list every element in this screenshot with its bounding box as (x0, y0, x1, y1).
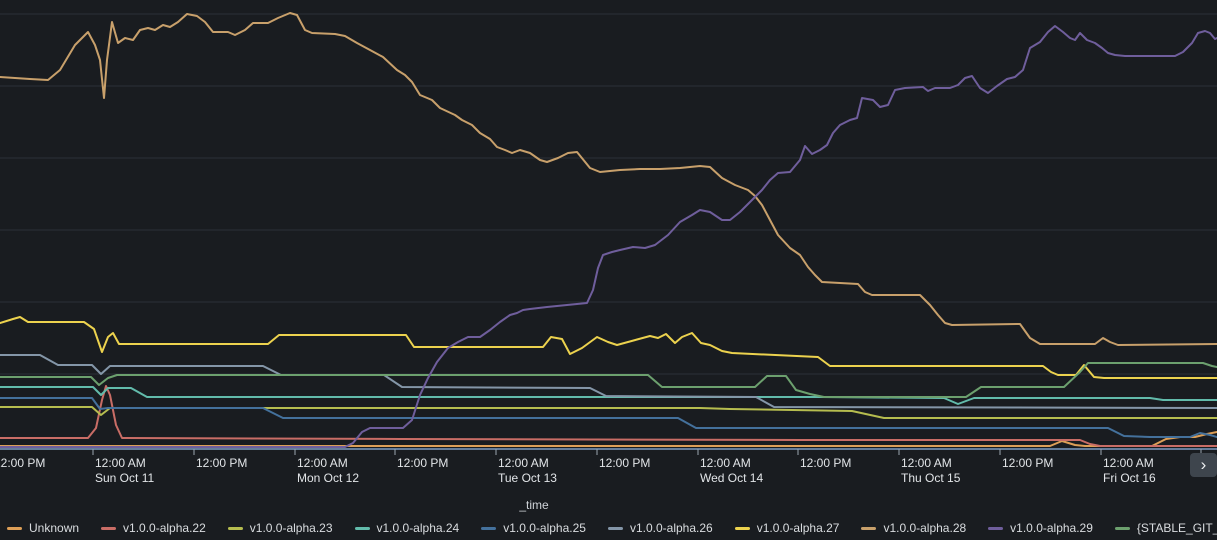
x-axis-tick-label: 12:00 AM Mon Oct 12 (297, 456, 360, 485)
chevron-right-icon: › (1200, 455, 1207, 474)
x-axis-tick-label: 12:00 AM Fri Oct 16 (1103, 456, 1156, 485)
legend-label: v1.0.0-alpha.22 (123, 521, 206, 535)
legend-item-Unknown[interactable]: Unknown (7, 521, 79, 535)
legend-label: v1.0.0-alpha.27 (756, 521, 840, 535)
legend-swatch-icon (354, 526, 370, 530)
legend-label: {STABLE_GIT_TAG} (1136, 521, 1217, 535)
legend-item-v1.0.0-alpha.27[interactable]: v1.0.0-alpha.27 (734, 521, 840, 535)
line-chart-plot-area[interactable] (0, 0, 1217, 462)
legend-item-v1.0.0-alpha.23[interactable]: v1.0.0-alpha.23 (227, 521, 333, 535)
legend-label: v1.0.0-alpha.26 (629, 521, 713, 535)
legend-label: Unknown (29, 521, 80, 535)
legend-swatch-icon (734, 526, 750, 530)
chart-legend: Unknown v1.0.0-alpha.22 v1.0.0-alpha.23 v1.… (7, 521, 1217, 535)
series-line-v1.0.0-alpha.23 (0, 406, 1217, 419)
x-axis-tick-label: 12:00 AM Thu Oct 15 (901, 456, 961, 485)
series-line-v1.0.0-alpha.26 (0, 354, 1217, 409)
series-line-v1.0.0-alpha.28 (0, 12, 1217, 346)
x-axis-tick-label: 12:00 PM (397, 456, 449, 470)
legend-swatch-icon (7, 526, 22, 530)
legend-label: v1.0.0-alpha.23 (249, 521, 333, 535)
x-axis-tick-label: 12:00 AM Tue Oct 13 (498, 456, 557, 485)
legend-swatch-icon (1114, 526, 1130, 530)
legend-item-v1.0.0-alpha.26[interactable]: v1.0.0-alpha.26 (607, 521, 713, 535)
legend-swatch-icon (101, 526, 117, 530)
x-axis-tick-label: 12:00 PM (196, 456, 248, 470)
legend-label: v1.0.0-alpha.29 (1010, 521, 1093, 535)
legend-item-v1.0.0-alpha.24[interactable]: v1.0.0-alpha.24 (354, 521, 460, 535)
x-axis-tick-label: 12:00 PM (599, 456, 651, 470)
legend-swatch-icon (481, 526, 497, 530)
legend-label: v1.0.0-alpha.25 (503, 521, 586, 535)
next-page-button[interactable]: › (1190, 453, 1217, 477)
series-line-v1.0.0-alpha.29 (0, 25, 1217, 448)
series-line-{STABLE_GIT_TAG} (0, 362, 1217, 398)
x-axis-tick-label: 12:00 AM Sun Oct 11 (95, 456, 155, 485)
legend-swatch-icon (861, 526, 877, 530)
legend-item-v1.0.0-alpha.28[interactable]: v1.0.0-alpha.28 (861, 521, 966, 535)
x-axis-tick-label: 12:00 PM (800, 456, 852, 470)
legend-swatch-icon (607, 526, 623, 530)
series-line-v1.0.0-alpha.22 (0, 385, 1217, 447)
series-line-v1.0.0-alpha.27 (0, 316, 1217, 379)
x-axis-title: _time (519, 498, 549, 512)
legend-label: v1.0.0-alpha.28 (883, 521, 967, 535)
legend-item-v1.0.0-alpha.29[interactable]: v1.0.0-alpha.29 (988, 521, 1093, 535)
x-axis-tick-label: 12:00 PM (0, 456, 46, 470)
legend-swatch-icon (988, 526, 1004, 530)
legend-item-v1.0.0-alpha.25[interactable]: v1.0.0-alpha.25 (481, 521, 586, 535)
legend-item-v1.0.0-alpha.22[interactable]: v1.0.0-alpha.22 (101, 521, 206, 535)
series-line-v1.0.0-alpha.25 (0, 397, 1217, 438)
legend-item-{STABLE_GIT_TAG}[interactable]: {STABLE_GIT_TAG} (1114, 521, 1217, 535)
legend-label: v1.0.0-alpha.24 (376, 521, 460, 535)
legend-swatch-icon (227, 526, 243, 530)
x-axis-tick-label: 12:00 PM (1002, 456, 1054, 470)
x-axis-tick-label: 12:00 AM Wed Oct 14 (700, 456, 764, 485)
